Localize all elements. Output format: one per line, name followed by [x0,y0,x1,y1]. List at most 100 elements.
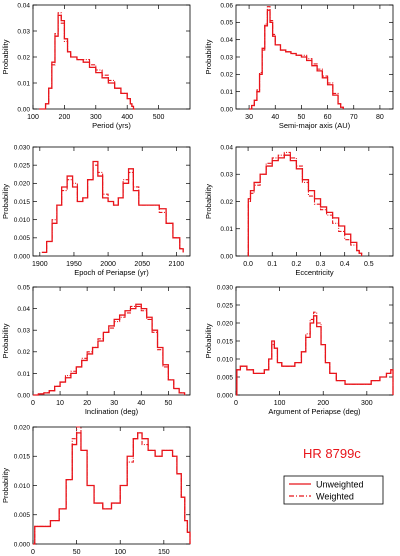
period-axes-frame [32,4,191,110]
argperi-xtick-label: 200 [317,400,329,407]
epoch-series-unweighted [41,160,184,254]
semimajor-xtick-label: 50 [298,114,306,121]
semimajor-xtick-label: 80 [376,114,384,121]
argperi-series-unweighted [236,315,394,396]
ecc-ytick-label: 0.01 [220,226,233,233]
argperi-ytick-label: 0.010 [217,356,234,363]
incl-ytick-label: 0.05 [17,284,30,291]
semimajor-series-unweighted [249,9,344,110]
period-ylabel: Probability [1,39,10,74]
period-ytick-label: 0.04 [17,2,30,9]
epoch-xtick-label: 1900 [32,261,48,268]
epoch-xtick-label: 2000 [100,261,116,268]
panel-semimajor: 30 40 50 60 70 80 0.00 0.01 0.02 0.03 0.04 0.05 0.06… [204,2,394,130]
incl-ytick-label: 0.03 [17,328,30,335]
panel-argperi: 0 100 200 300 0.000 0.005 0.010 0.015 0.020 0.025… [204,284,394,416]
node-ytick-label: 0.020 [14,424,31,431]
node-xtick-label: 50 [73,549,81,556]
argperi-series-weighted [236,311,394,396]
argperi-ytick-label: 0.005 [217,374,234,381]
epoch-ylabel: Probability [1,184,10,219]
node-ylabel: Probability [1,468,10,503]
semimajor-ytick-label: 0.05 [220,20,233,27]
period-series-unweighted [39,14,136,110]
semimajor-ytick-label: 0.00 [220,106,233,113]
semimajor-xtick-label: 30 [245,114,253,121]
semimajor-ylabel: Probability [204,39,213,74]
node-xtick-label: 150 [158,549,170,556]
argperi-xtick-label: 300 [361,400,373,407]
node-series-weighted [33,426,191,545]
period-ytick-label: 0.03 [17,28,30,35]
panel-incl: 0 10 20 30 40 50 0.00 0.01 0.02 0.03 0.04 0.05 Incli… [1,284,191,416]
ecc-ytick-label: 0.00 [220,253,233,260]
ecc-xtick-label: 0.5 [364,261,374,268]
star-title: HR 8799c [303,446,361,461]
ecc-series-weighted [247,151,363,257]
epoch-ytick-label: 0.000 [14,253,31,260]
ecc-ytick-label: 0.04 [220,144,233,151]
incl-xtick-label: 40 [137,400,145,407]
argperi-xtick-label: 0 [234,400,238,407]
incl-ytick-label: 0.00 [17,392,30,399]
semimajor-xlabel: Semi-major axis (AU) [279,121,351,130]
ecc-series-unweighted [247,154,363,257]
node-ytick-label: 0.015 [14,454,31,461]
incl-axes-frame [32,286,191,396]
epoch-xtick-label: 2050 [134,261,150,268]
argperi-ytick-label: 0.000 [217,392,234,399]
epoch-ytick-label: 0.025 [14,163,31,170]
semimajor-ytick-label: 0.03 [220,54,233,61]
period-xtick-label: 400 [121,114,133,121]
ecc-ytick-label: 0.03 [220,172,233,179]
period-ytick-label: 0.02 [17,54,30,61]
ecc-ytick-label: 0.02 [220,199,233,206]
ecc-xtick-label: 0.1 [267,261,277,268]
node-ytick-label: 0.005 [14,512,31,519]
epoch-ytick-label: 0.015 [14,199,31,206]
epoch-series-weighted [41,164,184,253]
legend-box: Unweighted Weighted [283,475,384,505]
incl-xtick-label: 20 [83,400,91,407]
semimajor-xtick-label: 70 [350,114,358,121]
panel-epoch: 1900 1950 2000 2050 2100 0.000 0.005 0.010 0.015… [1,144,191,277]
epoch-ytick-label: 0.020 [14,181,31,188]
argperi-xlabel: Argument of Periapse (deg) [268,407,361,416]
ecc-xtick-label: 0.3 [316,261,326,268]
semimajor-xtick-label: 60 [324,114,332,121]
ecc-xtick-label: 0.4 [340,261,350,268]
epoch-xtick-label: 2100 [169,261,185,268]
node-axes-frame [32,426,191,545]
argperi-ytick-label: 0.020 [217,320,234,327]
incl-xtick-label: 0 [31,400,35,407]
semimajor-ytick-label: 0.06 [220,2,233,9]
epoch-xlabel: Epoch of Periapse (yr) [74,268,149,277]
legend-unweighted-label: Unweighted [316,480,364,490]
incl-series-unweighted [33,303,186,396]
node-ytick-label: 0.000 [14,541,31,548]
epoch-ytick-label: 0.005 [14,235,31,242]
incl-xlabel: Inclination (deg) [85,407,139,416]
incl-series-weighted [33,305,186,396]
period-xtick-label: 300 [90,114,102,121]
incl-ylabel: Probability [1,323,10,358]
ecc-xlabel: Eccentricity [295,268,334,277]
period-ytick-label: 0.00 [17,106,30,113]
incl-ytick-label: 0.01 [17,371,30,378]
incl-ytick-label: 0.02 [17,349,30,356]
period-xtick-label: 200 [59,114,71,121]
period-series-weighted [39,12,136,110]
argperi-ytick-label: 0.015 [217,338,234,345]
argperi-axes-frame [235,286,394,396]
node-series-unweighted [33,432,191,545]
ecc-xtick-label: 0.0 [243,261,253,268]
epoch-ytick-label: 0.010 [14,217,31,224]
semimajor-axes-frame [235,4,394,110]
argperi-xtick-label: 100 [274,400,286,407]
argperi-ytick-label: 0.030 [217,284,234,291]
semimajor-xtick-label: 40 [271,114,279,121]
semimajor-ytick-label: 0.04 [220,37,233,44]
ecc-xtick-label: 0.2 [292,261,302,268]
semimajor-series-weighted [249,6,344,110]
